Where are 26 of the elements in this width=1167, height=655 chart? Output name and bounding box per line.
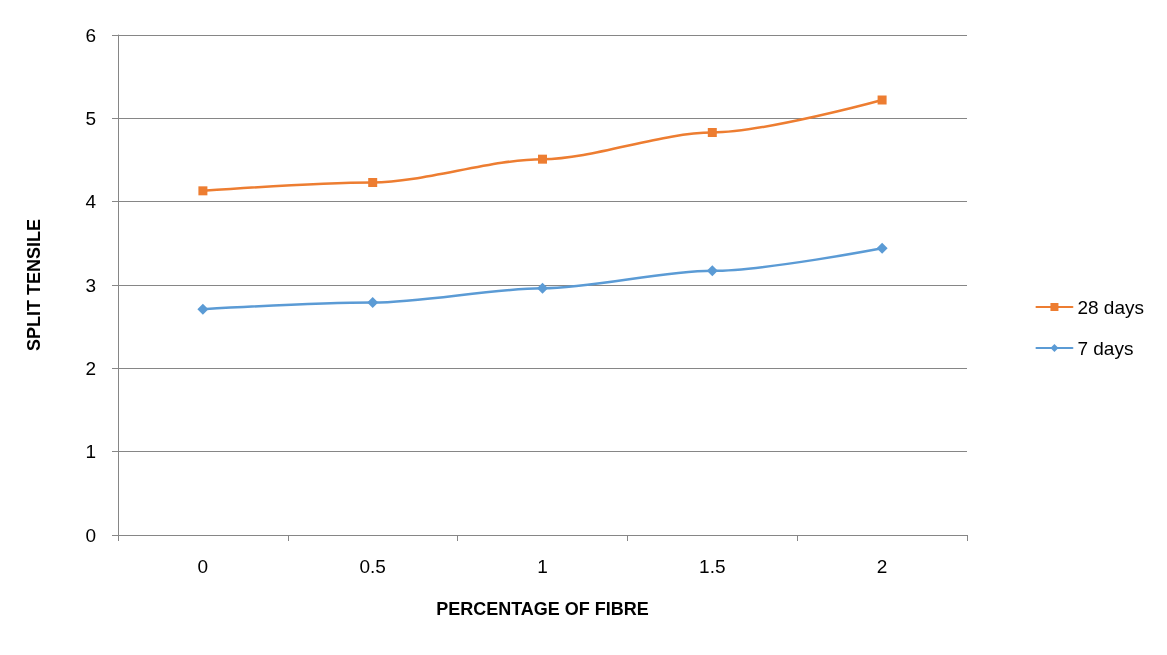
y-axis-title: SPLIT TENSILE <box>24 218 44 352</box>
point <box>368 178 378 187</box>
point <box>198 186 208 196</box>
y-tick-label: 0 <box>85 524 96 546</box>
point <box>538 154 547 164</box>
point <box>367 297 379 308</box>
point <box>197 303 209 315</box>
x-axis-title: PERCENTAGE OF FIBRE <box>436 599 649 619</box>
y-tick-label: 6 <box>85 24 96 46</box>
point <box>707 128 717 137</box>
point <box>877 95 887 105</box>
y-tick-label: 3 <box>85 274 96 296</box>
y-tick-label: 1 <box>85 441 96 463</box>
x-tick-label: 2 <box>876 556 888 577</box>
x-tick-label: 1.5 <box>699 556 726 577</box>
point <box>537 282 548 294</box>
point <box>876 242 888 254</box>
y-tick-label: 4 <box>85 191 97 213</box>
y-tick-label: 2 <box>85 357 96 379</box>
x-tick-label: 0.5 <box>359 556 386 577</box>
legend-label: 28 days <box>1077 296 1144 318</box>
x-tick-label: 0 <box>197 556 209 577</box>
y-tick-label: 5 <box>85 107 96 129</box>
x-tick-label: 1 <box>537 556 548 577</box>
legend-label: 7 days <box>1077 337 1134 359</box>
point <box>706 265 718 277</box>
